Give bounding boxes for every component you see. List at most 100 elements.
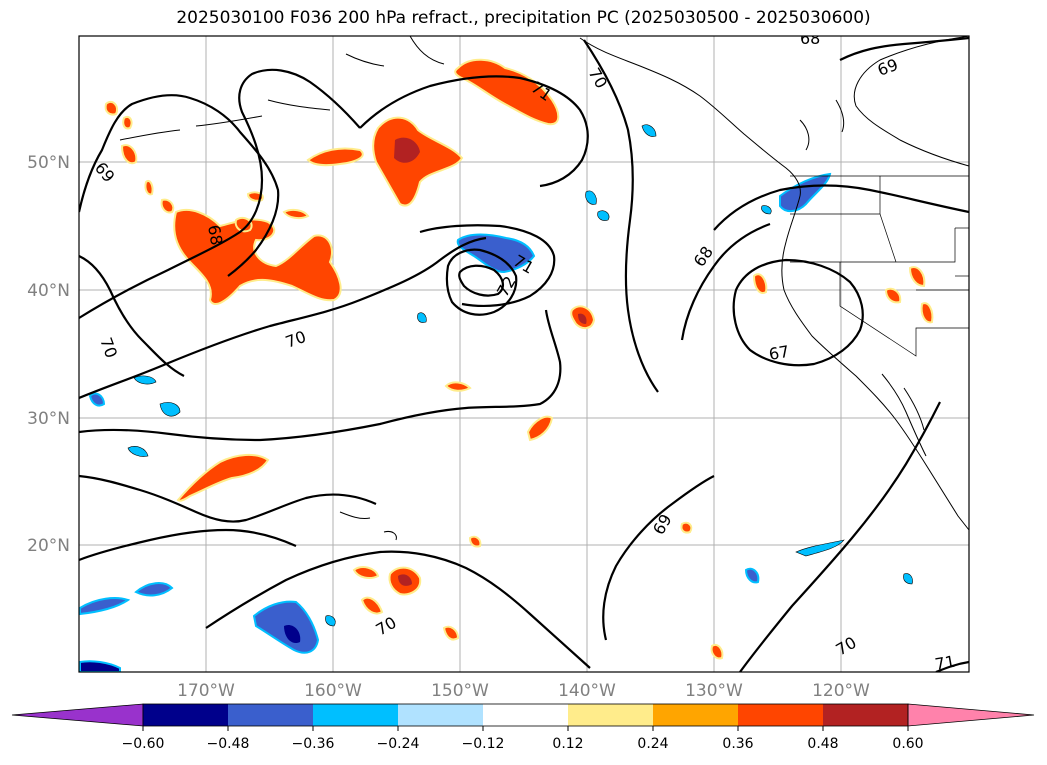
lon-label: 120°W (812, 681, 870, 701)
precip-patch-east-south-2 (680, 521, 693, 534)
colorbar-segment (398, 704, 483, 726)
colorbar-tick-label: 0.36 (722, 736, 753, 752)
contour-68-east (713, 184, 969, 231)
precip-patch-west-north (306, 147, 364, 167)
colorbar: −0.60 −0.48 −0.36 −0.24 −0.12 0.12 0.24 0.36 0.4… (11, 703, 1035, 752)
contour-70-northeast (583, 39, 659, 393)
precip-core-north-central (394, 137, 420, 163)
precip-patch-neg-west-mid4 (127, 446, 149, 457)
precip-core-hawaii-1 (398, 574, 412, 586)
precip-patch-neg-west-s1 (79, 597, 131, 616)
contour-71-ellipse (419, 224, 556, 308)
precip-patch-neg-east-s2 (795, 539, 845, 557)
precip-patch-west-tiny2 (282, 208, 310, 220)
colorbar-segment (738, 704, 823, 726)
precip-patch-hawaii-4 (442, 625, 460, 641)
precip-patch-north-central (372, 116, 464, 207)
negative-precip-areas (79, 124, 913, 672)
lat-label: 50°N (27, 153, 70, 173)
colorbar-tick-label: 0.24 (637, 736, 668, 752)
precip-patch-neg-hawaii-w (325, 615, 336, 627)
lat-label: 40°N (27, 281, 70, 301)
precip-patch-neg-west-mid2 (133, 375, 157, 385)
contour-71-west (79, 255, 185, 377)
colorbar-segments (11, 703, 1035, 727)
contour-72-ring (445, 248, 518, 316)
precip-patch-arizona (920, 302, 934, 324)
precip-patch-far-west-3 (122, 116, 133, 130)
precip-patch-west-main (173, 208, 342, 305)
contour-70-southeast (739, 401, 941, 672)
contour-71-southeast (935, 660, 969, 672)
colorbar-extend-high (907, 703, 1035, 727)
precip-patch-neg-west-mid1 (88, 392, 106, 407)
precip-patch-neg-east-s1 (744, 567, 760, 584)
precip-patch-neg-west-s3 (79, 660, 121, 672)
precip-patch-neg-north-2 (585, 190, 597, 205)
colorbar-tick-label: 0.48 (807, 736, 838, 752)
colorbar-tick-label: 0.60 (892, 736, 923, 752)
colorbar-tick-label: −0.48 (207, 736, 250, 752)
contour-69-northwest (79, 94, 280, 277)
precip-patch-neg-mid-1 (417, 312, 427, 323)
precip-patch-far-west-5 (144, 180, 154, 196)
colorbar-segment (568, 704, 653, 726)
map-title: 2025030100 F036 200 hPa refract., precip… (176, 8, 871, 28)
lat-label: 20°N (27, 536, 70, 556)
precip-patch-gulf-alaska-north (454, 58, 560, 126)
precip-patch-neg-west-mid3 (159, 402, 181, 417)
contour-label: 68 (800, 29, 820, 48)
colorbar-segment (228, 704, 313, 726)
colorbar-tick-label: −0.60 (122, 736, 165, 752)
contour-67-ring (732, 258, 864, 367)
contour-label: 71 (933, 652, 956, 674)
precip-patch-neg-oregon (779, 172, 832, 212)
colorbar-segment (143, 704, 228, 726)
precip-patch-subtropical-west (176, 454, 270, 502)
precip-patch-neg-central (456, 233, 536, 274)
lon-label: 130°W (685, 681, 743, 701)
longitude-labels: 170°W 160°W 150°W 140°W 130°W 120°W (177, 681, 870, 701)
lon-label: 150°W (431, 681, 489, 701)
precip-patch-california (752, 273, 768, 294)
contour-label: 68 (204, 223, 226, 246)
precip-patch-neg-north-3 (597, 210, 610, 221)
contour-70-central (79, 236, 487, 400)
precip-patch-neg-east-s3 (903, 573, 913, 585)
contour-71-ring (458, 264, 504, 297)
contour-70-west-big (79, 68, 361, 319)
precip-patch-mid-ocean (444, 381, 472, 392)
map-area (79, 36, 969, 672)
lon-label: 140°W (558, 681, 616, 701)
precip-patch-mid-south (526, 415, 554, 442)
colorbar-segment (313, 704, 398, 726)
colorbar-ticks: −0.60 −0.48 −0.36 −0.24 −0.12 0.12 0.24 0.36 0.4… (122, 726, 924, 752)
colorbar-tick-label: −0.12 (462, 736, 505, 752)
precip-patch-nevada (884, 287, 902, 304)
state-borders (790, 175, 969, 357)
latitude-labels: 50°N 40°N 30°N 20°N (27, 153, 70, 556)
precip-core-central-east (578, 313, 587, 324)
contour-70-south-wavy (79, 474, 377, 523)
precip-patch-far-west-1 (120, 144, 138, 165)
colorbar-tick-label: −0.36 (292, 736, 335, 752)
contour-label: 67 (767, 342, 790, 364)
contour-69-south (602, 475, 715, 641)
precip-patch-neg-north-1 (641, 124, 657, 137)
precip-patch-neg-oregon-2 (761, 205, 772, 215)
contour-68-loop (680, 222, 771, 341)
precip-patch-hawaii-2 (352, 566, 380, 579)
colorbar-segment (823, 704, 908, 726)
precip-patch-east-south-1 (710, 644, 724, 660)
precip-patch-hawaii-5 (468, 535, 482, 548)
lon-label: 160°W (304, 681, 362, 701)
lon-label: 170°W (177, 681, 235, 701)
positive-precip-areas (104, 58, 934, 660)
precip-patch-neg-west-s2 (134, 582, 174, 597)
colorbar-segment (483, 704, 568, 726)
colorbar-segment (653, 704, 738, 726)
contour-70-south-loop (79, 309, 562, 442)
contour-69-lower (79, 528, 297, 562)
precip-patch-hawaii-3 (360, 596, 384, 615)
